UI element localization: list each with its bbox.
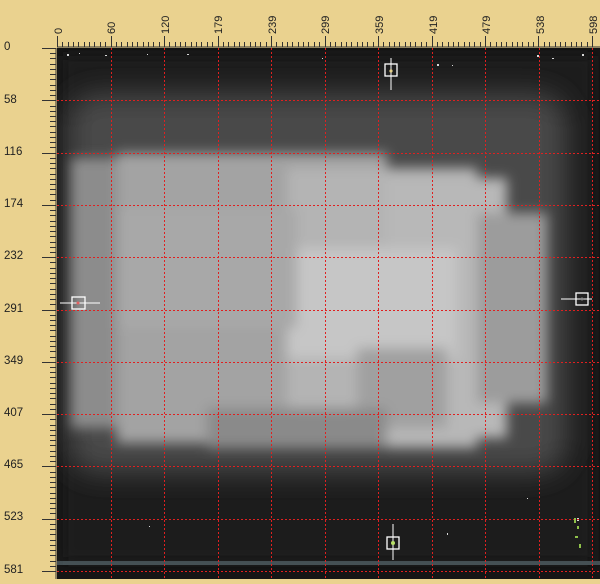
crosshair-marker-top[interactable] <box>384 58 398 90</box>
x-tick-label: 598 <box>588 15 600 34</box>
x-tick-label: 120 <box>160 15 172 34</box>
y-tick-label: 465 <box>4 459 24 471</box>
ruler-corner <box>0 0 57 48</box>
x-tick-label: 359 <box>374 15 386 34</box>
x-tick-label: 419 <box>428 15 440 34</box>
thermal-image <box>57 48 600 579</box>
y-tick-label: 523 <box>4 511 24 523</box>
vertical-ruler-ticks <box>42 48 57 579</box>
vertical-ruler: 0 58 116 174 232 291 349 407 465 523 581 <box>0 41 57 579</box>
x-tick-label: 299 <box>320 15 332 34</box>
crosshair-marker-bottom[interactable] <box>386 524 400 560</box>
x-tick-label: 60 <box>106 21 118 34</box>
x-tick-label: 538 <box>535 15 547 34</box>
y-tick-label: 407 <box>4 407 24 419</box>
x-tick-label: 479 <box>481 15 493 34</box>
y-tick-label: 349 <box>4 355 24 367</box>
y-tick-label: 174 <box>4 198 24 210</box>
grid-overlay <box>57 48 600 579</box>
thermal-image-view[interactable] <box>57 48 600 579</box>
y-tick-label: 116 <box>4 146 23 158</box>
y-tick-label: 232 <box>4 250 24 262</box>
bottom-scanline <box>57 561 600 565</box>
corner-glyph <box>574 518 581 548</box>
crosshair-marker-left[interactable] <box>60 296 100 310</box>
x-tick-label: 239 <box>267 15 279 34</box>
y-tick-label: 291 <box>4 303 24 315</box>
x-tick-label: 179 <box>213 15 225 34</box>
horizontal-ruler-ticks <box>57 36 600 48</box>
horizontal-ruler: 0 60 120 179 239 299 359 419 479 538 598 <box>53 0 600 48</box>
x-tick-label: 0 <box>53 27 65 34</box>
crosshair-marker-right[interactable] <box>561 292 592 306</box>
y-tick-label: 58 <box>4 94 17 106</box>
y-tick-label: 0 <box>4 41 11 53</box>
y-tick-label: 581 <box>4 564 24 576</box>
